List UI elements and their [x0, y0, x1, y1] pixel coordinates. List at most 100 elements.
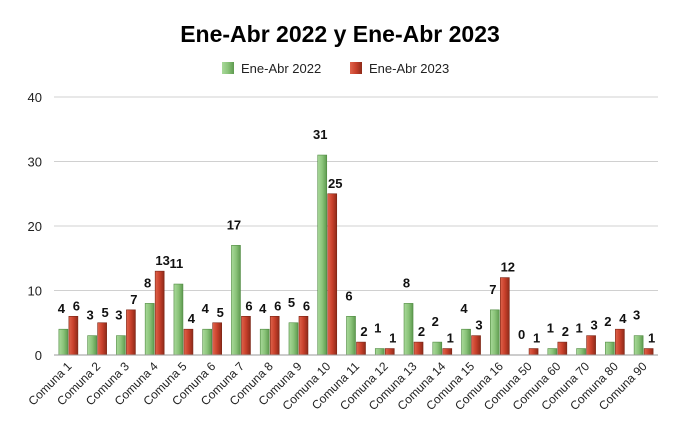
bar-2023 — [500, 277, 510, 356]
data-label-2022: 2 — [432, 314, 439, 329]
bar-2023 — [327, 193, 338, 356]
data-label-2023: 1 — [447, 331, 454, 346]
y-tick-label: 0 — [35, 348, 42, 363]
legend-swatch-2022 — [222, 62, 234, 74]
data-label-2023: 1 — [648, 331, 655, 346]
bar-2023 — [413, 341, 424, 356]
data-label-2023: 4 — [188, 311, 196, 326]
data-label-2022: 7 — [489, 282, 496, 297]
data-label-2023: 6 — [303, 298, 310, 313]
bar-2023 — [97, 322, 107, 356]
bar-2023 — [68, 315, 79, 356]
y-tick-label: 20 — [28, 219, 42, 234]
data-label-2023: 7 — [130, 292, 137, 307]
bar-2023 — [442, 348, 453, 356]
data-label-2023: 2 — [562, 324, 569, 339]
bar-2023 — [384, 348, 395, 356]
bar-2023 — [269, 315, 280, 356]
bar-2023 — [557, 341, 568, 356]
data-label-2022: 2 — [604, 314, 611, 329]
bar-2023 — [154, 270, 165, 356]
legend: Ene-Abr 2022 Ene-Abr 2023 — [222, 61, 449, 76]
data-label-2022: 5 — [288, 295, 295, 310]
bar-2022 — [87, 335, 97, 356]
data-label-2022: 1 — [575, 321, 582, 336]
data-label-2023: 3 — [475, 318, 482, 333]
data-label-2022: 17 — [227, 217, 241, 232]
bar-2022 — [374, 348, 385, 356]
data-label-2022: 3 — [115, 308, 122, 323]
data-label-2022: 1 — [547, 321, 554, 336]
data-label-2022: 4 — [58, 301, 66, 316]
bar-2022 — [144, 303, 155, 356]
chart-title: Ene-Abr 2022 y Ene-Abr 2023 — [180, 21, 500, 47]
bar-2022 — [547, 348, 558, 356]
bar-2022 — [633, 335, 644, 356]
bar-2022 — [173, 283, 184, 356]
bar-2022 — [58, 328, 69, 356]
data-label-2022: 3 — [633, 308, 640, 323]
bar-2023 — [586, 335, 596, 356]
y-axis-ticks: 0 10 20 30 40 — [28, 90, 42, 363]
bar-2023 — [643, 348, 654, 356]
data-label-2022: 4 — [460, 301, 468, 316]
bar-2023 — [615, 328, 625, 356]
bar-2022 — [202, 328, 212, 356]
bar-2023 — [528, 348, 539, 356]
data-label-2023: 2 — [360, 324, 367, 339]
bar-2022 — [605, 341, 615, 356]
bar-2023 — [126, 309, 136, 356]
data-label-2023: 1 — [389, 331, 396, 346]
data-label-2023: 6 — [73, 298, 80, 313]
bar-2022 — [576, 348, 586, 356]
bar-2022 — [432, 341, 443, 356]
bar-2022 — [317, 154, 328, 356]
data-label-2023: 6 — [245, 298, 252, 313]
bar-2022 — [259, 328, 270, 356]
bar-2022 — [346, 315, 356, 356]
gridlines — [54, 96, 658, 291]
bar-2023 — [298, 315, 309, 356]
data-label-2023: 6 — [274, 298, 281, 313]
legend-swatch-2023 — [350, 62, 362, 74]
data-label-2022: 31 — [313, 127, 327, 142]
data-label-2022: 3 — [87, 308, 94, 323]
data-label-2022: 8 — [144, 275, 151, 290]
y-tick-label: 40 — [28, 90, 42, 105]
legend-label-2022: Ene-Abr 2022 — [241, 61, 321, 76]
bars — [58, 154, 654, 356]
bar-2023 — [212, 322, 222, 356]
legend-label-2023: Ene-Abr 2023 — [369, 61, 449, 76]
data-label-2022: 8 — [403, 275, 410, 290]
data-label-2023: 12 — [501, 260, 515, 275]
data-label-2023: 1 — [533, 331, 540, 346]
y-tick-label: 30 — [28, 155, 42, 170]
bar-2022 — [403, 303, 414, 356]
bar-2022 — [288, 322, 299, 356]
data-label-2022: 4 — [259, 301, 267, 316]
data-label-2023: 5 — [217, 305, 224, 320]
data-label-2022: 0 — [518, 327, 525, 342]
data-label-2022: 6 — [345, 288, 352, 303]
data-label-2023: 5 — [102, 305, 109, 320]
bar-2023 — [183, 328, 194, 356]
data-label-2022: 4 — [202, 301, 210, 316]
bar-2022 — [461, 328, 471, 356]
data-label-2023: 3 — [590, 318, 597, 333]
bar-2023 — [356, 341, 366, 356]
data-label-2023: 2 — [418, 324, 425, 339]
data-label-2023: 25 — [328, 176, 342, 191]
data-label-2023: 13 — [155, 253, 169, 268]
y-tick-label: 10 — [28, 284, 42, 299]
bar-2022 — [231, 245, 241, 356]
bar-2023 — [241, 315, 251, 356]
data-label-2022: 11 — [170, 256, 184, 271]
bar-2022 — [490, 309, 500, 356]
data-label-2023: 4 — [619, 311, 627, 326]
bar-2022 — [116, 335, 126, 356]
data-label-2022: 1 — [374, 321, 381, 336]
bar-2023 — [471, 335, 481, 356]
